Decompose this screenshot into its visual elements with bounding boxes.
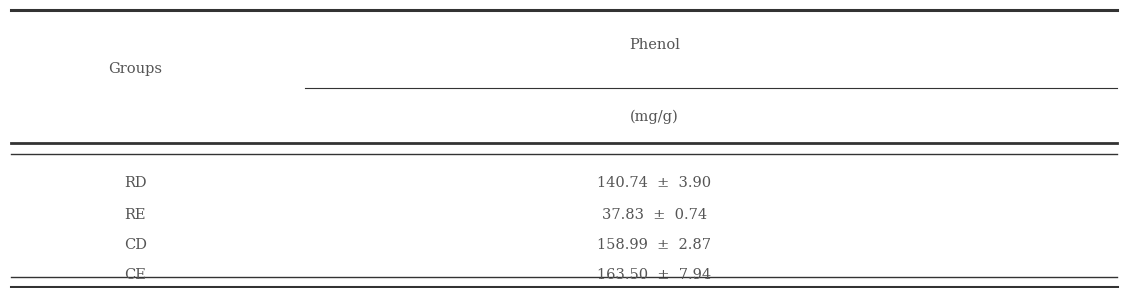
Text: 158.99  ±  2.87: 158.99 ± 2.87 <box>597 238 712 252</box>
Text: CE: CE <box>124 268 147 282</box>
Text: (mg/g): (mg/g) <box>629 109 679 124</box>
Text: 163.50  ±  7.94: 163.50 ± 7.94 <box>597 268 712 282</box>
Text: Phenol: Phenol <box>628 38 680 52</box>
Text: RD: RD <box>124 176 147 190</box>
Text: RE: RE <box>124 208 147 221</box>
Text: 37.83  ±  0.74: 37.83 ± 0.74 <box>601 208 707 221</box>
Text: CD: CD <box>124 238 147 252</box>
Text: Groups: Groups <box>108 62 162 76</box>
Text: 140.74  ±  3.90: 140.74 ± 3.90 <box>597 176 712 190</box>
